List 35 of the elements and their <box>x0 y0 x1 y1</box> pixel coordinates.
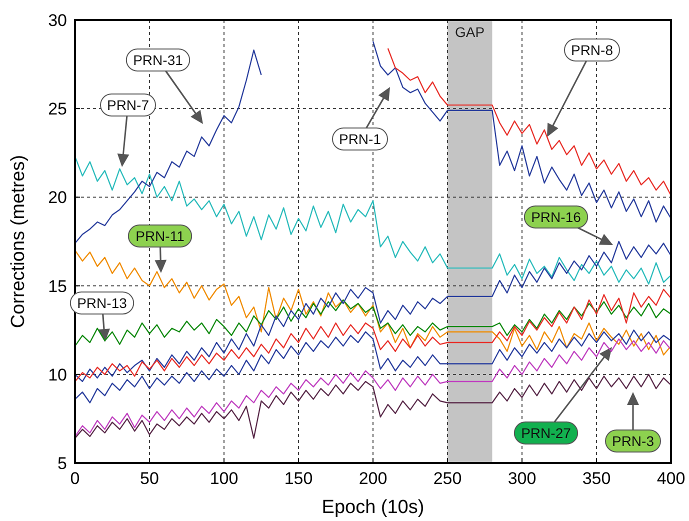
band-label: GAP <box>455 24 485 40</box>
y-tick-label: 30 <box>48 11 67 30</box>
x-tick-label: 0 <box>70 469 80 488</box>
y-tick-label: 15 <box>48 276 67 296</box>
x-axis-title: Epoch (10s) <box>322 497 424 518</box>
line-series <box>74 299 672 347</box>
x-tick-label: 350 <box>582 469 611 488</box>
line-series <box>74 330 672 404</box>
line-series <box>74 250 672 356</box>
annotation: PRN-7 <box>106 97 150 113</box>
y-tick-label: 25 <box>48 100 67 119</box>
y-tick-label: 20 <box>48 188 67 208</box>
x-tick-label: 50 <box>140 469 159 488</box>
annotation: PRN-31 <box>133 52 184 68</box>
annotation: PRN-3 <box>612 433 654 449</box>
annotation: PRN-8 <box>570 42 614 58</box>
annotation: PRN-11 <box>136 228 185 244</box>
x-tick-label: 200 <box>358 469 388 488</box>
line-series <box>74 156 672 285</box>
line-series <box>74 288 672 382</box>
x-tick-label: 400 <box>656 469 686 488</box>
x-tick-label: 300 <box>508 469 536 488</box>
x-tick-label: 100 <box>210 469 238 488</box>
annotation: PRN-16 <box>531 209 582 225</box>
line-series <box>74 50 262 244</box>
y-axis-title: Corrections (metres) <box>8 154 29 328</box>
annotation: PRN-1 <box>338 131 382 147</box>
x-tick-label: 150 <box>284 469 313 488</box>
x-tick-label: 250 <box>433 469 462 488</box>
line-series <box>74 338 672 438</box>
annotation: PRN-27 <box>521 425 572 441</box>
y-tick-label: 5 <box>58 454 67 473</box>
line-series <box>74 240 672 382</box>
annotation: PRN-13 <box>77 295 128 311</box>
y-tick-label: 10 <box>48 365 67 384</box>
